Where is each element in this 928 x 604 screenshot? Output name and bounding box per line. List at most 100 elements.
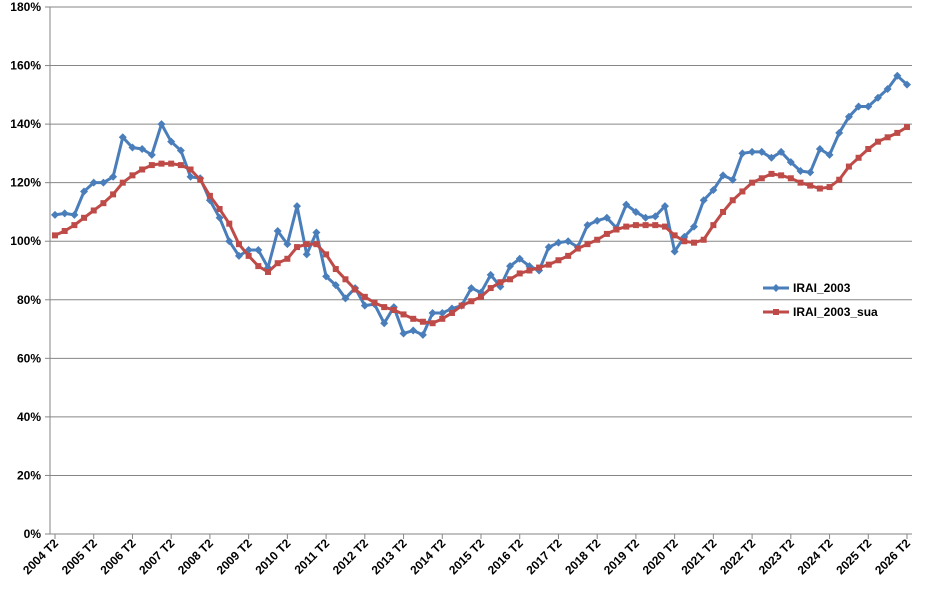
point: [865, 145, 872, 152]
point: [90, 207, 97, 214]
point: [139, 166, 146, 173]
point: [186, 172, 195, 181]
x-tick-label: 2014 T2: [407, 536, 448, 577]
x-tick-label: 2026 T2: [872, 536, 913, 577]
point: [786, 158, 795, 167]
point: [574, 245, 581, 252]
point: [109, 172, 118, 181]
point: [390, 307, 397, 314]
x-tick-label: 2021 T2: [678, 536, 719, 577]
point: [273, 226, 282, 235]
point: [119, 179, 126, 186]
point: [322, 272, 331, 281]
point: [486, 270, 495, 279]
x-tick-label: 2004 T2: [20, 536, 61, 577]
point: [690, 222, 698, 231]
point: [593, 216, 602, 225]
point: [215, 213, 224, 222]
x-tick-label: 2009 T2: [214, 536, 255, 577]
point: [70, 210, 79, 219]
point: [428, 308, 437, 317]
x-tick-label: 2025 T2: [833, 536, 874, 577]
point: [904, 124, 910, 131]
point: [729, 197, 736, 204]
point: [331, 281, 340, 290]
point: [670, 247, 679, 256]
point: [594, 236, 601, 243]
point: [623, 223, 630, 230]
point: [825, 150, 834, 159]
point: [341, 294, 350, 303]
point: [691, 239, 697, 246]
point: [797, 179, 804, 186]
point: [371, 299, 378, 306]
point: [544, 243, 553, 252]
point: [555, 257, 562, 264]
point: [728, 175, 737, 184]
point: [448, 309, 455, 316]
point: [583, 221, 592, 230]
point: [681, 238, 688, 245]
point: [467, 284, 476, 293]
point: [652, 222, 659, 229]
point: [806, 168, 815, 177]
x-tick-label: 2023 T2: [756, 536, 797, 577]
point: [903, 80, 911, 89]
point: [265, 268, 271, 275]
point: [312, 228, 321, 237]
point: [274, 260, 281, 267]
point: [873, 93, 882, 102]
point: [245, 252, 252, 259]
point: [61, 227, 68, 234]
point: [148, 162, 155, 169]
point: [360, 301, 369, 310]
point: [661, 223, 668, 230]
point: [118, 133, 127, 142]
point: [99, 178, 108, 187]
point: [342, 276, 349, 283]
x-tick-label: 2012 T2: [330, 536, 371, 577]
point: [613, 226, 620, 233]
point: [458, 302, 465, 309]
point: [709, 185, 718, 194]
point: [671, 232, 678, 239]
point: [293, 202, 302, 211]
point: [216, 206, 223, 213]
point: [399, 329, 408, 338]
point: [864, 102, 873, 111]
point: [748, 147, 757, 156]
point: [699, 196, 708, 205]
point: [206, 192, 213, 199]
point: [816, 185, 823, 192]
point: [738, 149, 747, 158]
point: [642, 222, 649, 229]
x-tick-label: 2019 T2: [601, 536, 642, 577]
x-tick-label: 2017 T2: [524, 536, 565, 577]
point: [128, 143, 137, 152]
point: [855, 154, 862, 161]
point: [516, 270, 523, 277]
point: [255, 263, 262, 270]
point: [554, 238, 563, 247]
point: [332, 266, 339, 273]
point: [187, 166, 194, 173]
point: [157, 120, 166, 129]
point: [767, 153, 776, 162]
point: [641, 213, 650, 222]
point: [883, 84, 892, 93]
y-tick-label: 60%: [17, 351, 41, 365]
legend-label: IRAI_2003: [793, 281, 851, 295]
point: [361, 293, 368, 300]
point: [400, 311, 407, 318]
point: [526, 267, 533, 274]
point: [177, 162, 184, 169]
y-tick-label: 160%: [10, 59, 41, 73]
point: [622, 200, 631, 209]
point: [80, 187, 89, 196]
point: [235, 241, 242, 248]
point: [515, 254, 524, 263]
legend-label: IRAI_2003_sua: [793, 305, 878, 319]
y-tick-label: 0%: [24, 527, 42, 541]
point: [719, 171, 728, 180]
